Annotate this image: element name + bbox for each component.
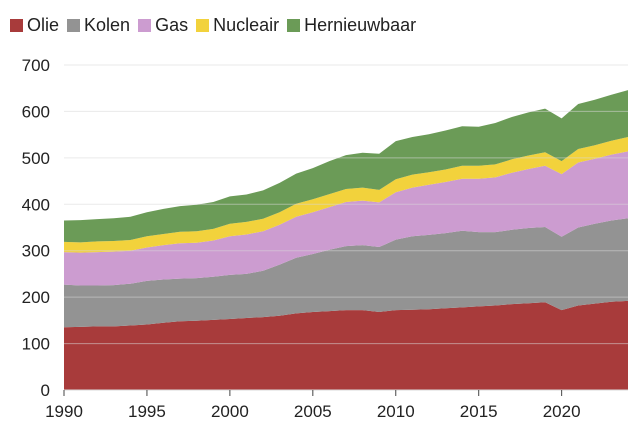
legend-label: Olie <box>27 15 60 35</box>
area-nucleair <box>64 137 628 253</box>
legend-label: Nucleair <box>213 15 280 35</box>
legend-item-gas: Gas <box>138 15 188 36</box>
y-tick-label: 500 <box>22 149 50 168</box>
legend-label: Hernieuwbaar <box>304 15 417 35</box>
legend-label: Kolen <box>84 15 131 35</box>
y-tick-label: 300 <box>22 242 50 261</box>
y-tick-label: 0 <box>41 381 50 400</box>
legend-item-hernieuwbaar: Hernieuwbaar <box>287 15 416 36</box>
legend-item-kolen: Kolen <box>67 15 130 36</box>
y-tick-label: 600 <box>22 102 50 121</box>
legend-swatch <box>138 19 152 32</box>
x-tick-label: 1990 <box>45 402 83 421</box>
area-gas <box>64 151 628 286</box>
y-tick-label: 400 <box>22 195 50 214</box>
y-tick-label: 200 <box>22 288 50 307</box>
x-tick-label: 2005 <box>294 402 332 421</box>
x-tick-label: 1995 <box>128 402 166 421</box>
legend-swatch <box>10 19 23 32</box>
legend-item-olie: Olie <box>10 15 59 36</box>
legend-swatch <box>287 19 301 32</box>
legend-item-nucleair: Nucleair <box>196 15 279 36</box>
x-tick-label: 2015 <box>460 402 498 421</box>
area-kolen <box>64 218 628 328</box>
x-tick-label: 2000 <box>211 402 249 421</box>
y-tick-label: 100 <box>22 335 50 354</box>
y-tick-label: 700 <box>22 56 50 75</box>
x-tick-label: 2010 <box>377 402 415 421</box>
legend-swatch <box>67 19 81 32</box>
area-olie <box>64 300 628 390</box>
legend-swatch <box>196 19 210 32</box>
x-tick-label: 2020 <box>543 402 581 421</box>
chart-legend: Olie Kolen Gas Nucleair Hernieuwbaar <box>10 15 424 36</box>
legend-label: Gas <box>155 15 189 35</box>
